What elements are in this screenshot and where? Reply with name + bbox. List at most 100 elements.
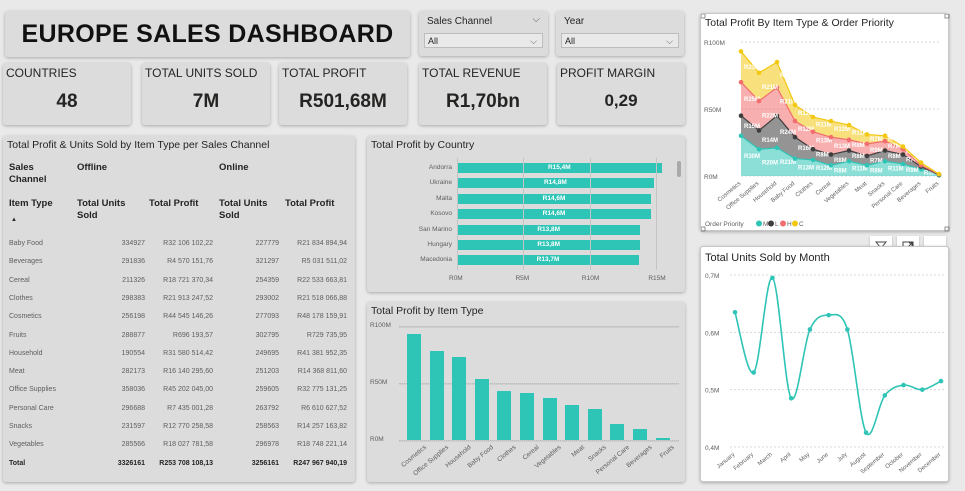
area-point[interactable] [882,158,888,164]
area-point[interactable] [828,134,834,140]
area-point[interactable] [882,148,888,153]
month-point[interactable] [863,430,869,435]
area-data-label: R12M [816,166,832,172]
legend-marker[interactable] [780,220,786,227]
legend-marker[interactable] [792,220,798,227]
month-point[interactable] [901,382,906,388]
legend-marker[interactable] [756,220,762,227]
country-bar[interactable]: R13,8M [457,224,641,235]
area-point[interactable] [756,128,762,133]
item-type-bar[interactable] [474,378,489,440]
header-item-type[interactable]: Item Type [9,198,53,209]
area-data-label: R21M [780,100,796,106]
item-type-bar[interactable] [407,334,421,440]
country-bar[interactable]: R14,6M [457,193,652,204]
area-point[interactable] [846,148,852,153]
month-point[interactable] [882,393,888,398]
area-point[interactable] [828,152,834,157]
month-point[interactable] [826,312,831,318]
sales-channel-dropdown[interactable]: All ⌵ [424,33,543,48]
area-point[interactable] [846,122,852,128]
area-point[interactable] [828,162,834,168]
sort-ascending-icon[interactable]: ▲ [11,217,17,223]
area-point[interactable] [846,158,852,164]
area-point[interactable] [774,59,780,65]
area-point[interactable] [810,146,816,152]
country-bar[interactable]: R13,8M [457,240,641,250]
month-point[interactable] [938,378,944,384]
area-point[interactable] [738,133,744,139]
item-type-bar[interactable] [497,390,512,440]
area-point[interactable] [738,113,744,118]
year-dropdown[interactable]: All ⌵ [561,33,679,48]
chevron-down-icon[interactable]: ⌵ [532,14,540,25]
area-point[interactable] [936,171,942,177]
area-point[interactable] [738,79,744,85]
area-point[interactable] [774,145,780,151]
legend-marker[interactable] [768,220,774,227]
table-cell-item-type: Cereal [9,276,30,284]
area-point[interactable] [792,102,798,108]
units-line[interactable] [734,277,942,436]
month-point[interactable] [770,275,775,281]
area-data-label: R25M [744,97,760,103]
profit-by-item-type-chart: Total Profit by Item Type R0M R50M R100M Co… [367,302,685,482]
area-point[interactable] [810,157,816,163]
area-point[interactable] [864,141,870,147]
area-point[interactable] [846,137,852,143]
month-point[interactable] [788,395,794,401]
item-type-bar[interactable] [633,429,647,440]
area-point[interactable] [738,49,744,54]
area-point[interactable] [864,153,870,159]
country-bar[interactable]: R13,7M [457,255,640,266]
area-data-label: R23M [744,65,760,71]
area-point[interactable] [918,160,924,165]
country-bar[interactable]: R15,4M [457,163,662,173]
gridline [523,158,525,270]
profit-units-matrix: Total Profit & Units Sold by Item Type p… [3,136,355,482]
country-bar[interactable]: R14,6M [457,209,652,220]
area-point[interactable] [792,156,798,161]
legend-label: H [787,221,792,228]
item-type-bar[interactable] [610,424,625,440]
month-point[interactable] [732,309,738,315]
area-point[interactable] [810,114,816,120]
area-point[interactable] [864,132,870,137]
area-point[interactable] [774,85,780,90]
item-type-bar[interactable] [452,356,467,440]
area-point[interactable] [756,98,762,104]
country-bar[interactable]: R14,8M [457,178,654,189]
item-type-bar[interactable] [655,438,670,440]
area-series-L[interactable] [741,115,939,176]
resize-handle[interactable] [701,14,706,19]
area-point[interactable] [900,144,906,149]
item-type-bar[interactable] [520,392,534,440]
item-type-bar[interactable] [565,405,580,440]
month-point[interactable] [807,327,813,332]
year-slicer[interactable]: Year All ⌵ [556,11,684,56]
area-point[interactable] [828,118,834,124]
area-point[interactable] [774,113,780,118]
area-point[interactable] [882,138,888,144]
scrollbar[interactable] [677,161,681,177]
area-point[interactable] [900,152,906,157]
item-type-bar[interactable] [587,409,602,440]
resize-handle[interactable] [944,226,950,232]
item-type-bar[interactable] [429,351,444,440]
sales-channel-slicer[interactable]: Sales Channel ⌵ All ⌵ [419,11,548,56]
area-point[interactable] [792,118,798,124]
area-point[interactable] [756,70,762,76]
area-point[interactable] [756,146,762,152]
item-type-bar[interactable] [542,398,557,440]
area-point[interactable] [810,129,816,135]
month-point[interactable] [845,327,850,332]
area-point[interactable] [882,133,888,139]
area-series-M[interactable] [741,135,939,176]
month-point[interactable] [751,370,757,375]
resize-handle[interactable] [944,14,950,19]
area-point[interactable] [792,134,798,140]
area-point[interactable] [864,162,870,168]
area-point[interactable] [900,161,906,167]
resize-handle[interactable] [701,226,706,232]
month-point[interactable] [919,387,925,392]
